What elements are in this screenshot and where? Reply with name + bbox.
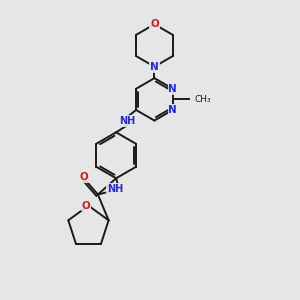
Text: N: N: [150, 62, 159, 72]
Text: O: O: [82, 201, 91, 211]
Text: N: N: [168, 105, 177, 115]
Text: CH₃: CH₃: [195, 95, 211, 104]
Text: O: O: [150, 19, 159, 29]
Text: N: N: [168, 84, 177, 94]
Text: NH: NH: [119, 116, 136, 126]
Text: NH: NH: [107, 184, 123, 194]
Text: O: O: [80, 172, 88, 182]
